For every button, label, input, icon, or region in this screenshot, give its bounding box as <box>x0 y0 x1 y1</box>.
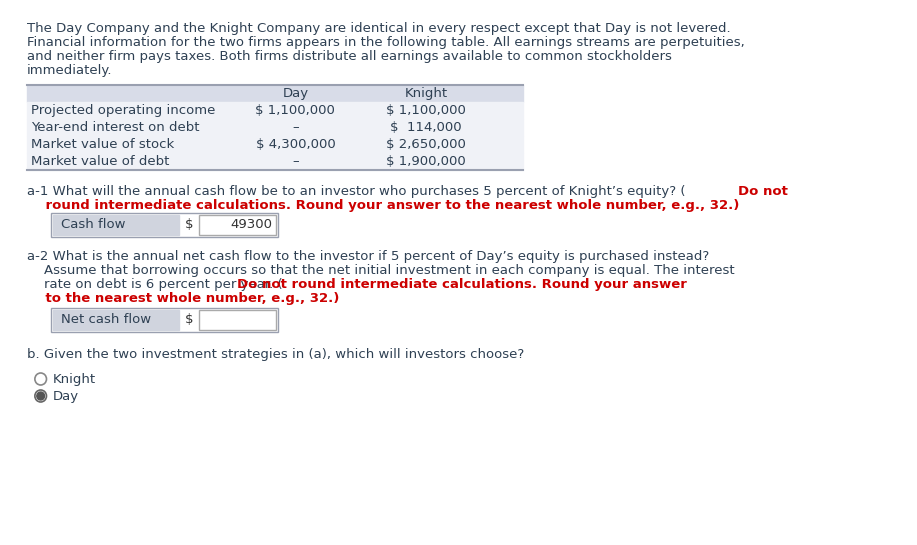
Bar <box>199 310 276 330</box>
Bar <box>28 102 523 119</box>
Circle shape <box>35 390 47 402</box>
Text: –: – <box>293 121 299 134</box>
Text: b. Given the two investment strategies in (a), which will investors choose?: b. Given the two investment strategies i… <box>28 348 525 361</box>
Text: a-1 What will the annual cash flow be to an investor who purchases 5 percent of : a-1 What will the annual cash flow be to… <box>28 185 686 198</box>
Text: and neither firm pays taxes. Both firms distribute all earnings available to com: and neither firm pays taxes. Both firms … <box>28 50 672 63</box>
Text: $: $ <box>185 218 193 231</box>
Text: immediately.: immediately. <box>28 64 113 77</box>
Text: –: – <box>293 155 299 168</box>
Text: Year-end interest on debt: Year-end interest on debt <box>31 121 200 134</box>
Text: Knight: Knight <box>52 373 95 386</box>
Bar <box>199 310 276 330</box>
Text: Net cash flow: Net cash flow <box>61 313 151 326</box>
Bar <box>53 215 179 235</box>
Bar <box>28 119 523 136</box>
Text: Knight: Knight <box>404 87 447 100</box>
Text: $  114,000: $ 114,000 <box>391 121 462 134</box>
Text: $ 1,100,000: $ 1,100,000 <box>256 104 336 117</box>
Text: rate on debt is 6 percent per year. (: rate on debt is 6 percent per year. ( <box>28 278 282 291</box>
Bar <box>199 215 276 235</box>
Text: to the nearest whole number, e.g., 32.): to the nearest whole number, e.g., 32.) <box>28 292 339 305</box>
Circle shape <box>35 373 47 385</box>
Text: The Day Company and the Knight Company are identical in every respect except tha: The Day Company and the Knight Company a… <box>28 22 731 35</box>
Bar <box>199 215 276 235</box>
Bar <box>28 85 523 102</box>
Text: $ 1,100,000: $ 1,100,000 <box>386 104 466 117</box>
Text: $: $ <box>185 313 193 326</box>
Text: round intermediate calculations. Round your answer to the nearest whole number, : round intermediate calculations. Round y… <box>28 199 739 212</box>
Text: Market value of stock: Market value of stock <box>31 138 174 151</box>
Text: $ 2,650,000: $ 2,650,000 <box>386 138 466 151</box>
Bar <box>53 310 179 330</box>
Text: Do not: Do not <box>738 185 788 198</box>
Text: Day: Day <box>282 87 308 100</box>
Text: Financial information for the two firms appears in the following table. All earn: Financial information for the two firms … <box>28 36 745 49</box>
Bar <box>51 213 278 237</box>
Bar <box>28 153 523 170</box>
Text: 49300: 49300 <box>230 218 272 231</box>
Text: a-2 What is the annual net cash flow to the investor if 5 percent of Day’s equit: a-2 What is the annual net cash flow to … <box>28 250 710 263</box>
Text: $ 1,900,000: $ 1,900,000 <box>386 155 466 168</box>
Text: Cash flow: Cash flow <box>61 218 126 231</box>
Text: $ 4,300,000: $ 4,300,000 <box>256 138 336 151</box>
Text: Market value of debt: Market value of debt <box>31 155 170 168</box>
Text: Do not round intermediate calculations. Round your answer: Do not round intermediate calculations. … <box>238 278 687 291</box>
Bar <box>51 308 278 332</box>
Bar <box>28 136 523 153</box>
Text: Projected operating income: Projected operating income <box>31 104 215 117</box>
Text: Assume that borrowing occurs so that the net initial investment in each company : Assume that borrowing occurs so that the… <box>28 264 735 277</box>
Text: Day: Day <box>52 390 79 403</box>
Circle shape <box>37 392 45 400</box>
